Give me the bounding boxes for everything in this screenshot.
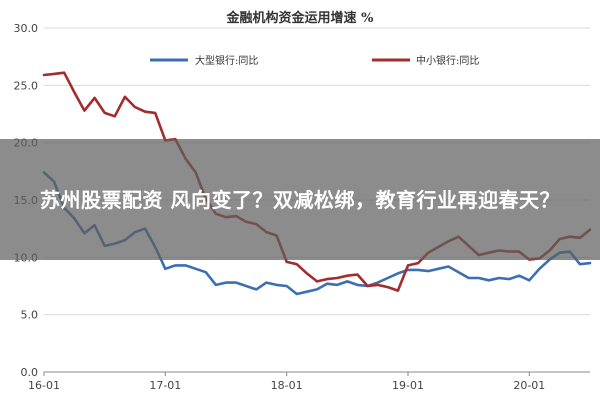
legend: 大型银行:同比 中小银行:同比 [150,54,479,67]
x-tick-label: 16-01 [28,379,60,392]
y-tick-label: 5.0 [21,309,39,322]
legend-label: 中小银行:同比 [416,54,479,67]
y-tick-label: 30.0 [14,22,39,35]
chart-title: 金融机构资金运用增速 % [226,10,375,26]
x-tick-label: 18-01 [271,379,303,392]
legend-label: 大型银行:同比 [195,54,258,67]
headline-banner[interactable]: 苏州股票配资 风向变了？双减松绑，教育行业再迎春天？ [0,139,600,260]
x-tick-label: 19-01 [392,379,424,392]
headline-text: 苏州股票配资 风向变了？双减松绑，教育行业再迎春天？ [40,187,560,212]
y-tick-label: 25.0 [14,79,39,92]
y-tick-label: 0.0 [21,366,39,379]
x-tick-label: 20-01 [513,379,545,392]
x-tick-label: 17-01 [149,379,181,392]
